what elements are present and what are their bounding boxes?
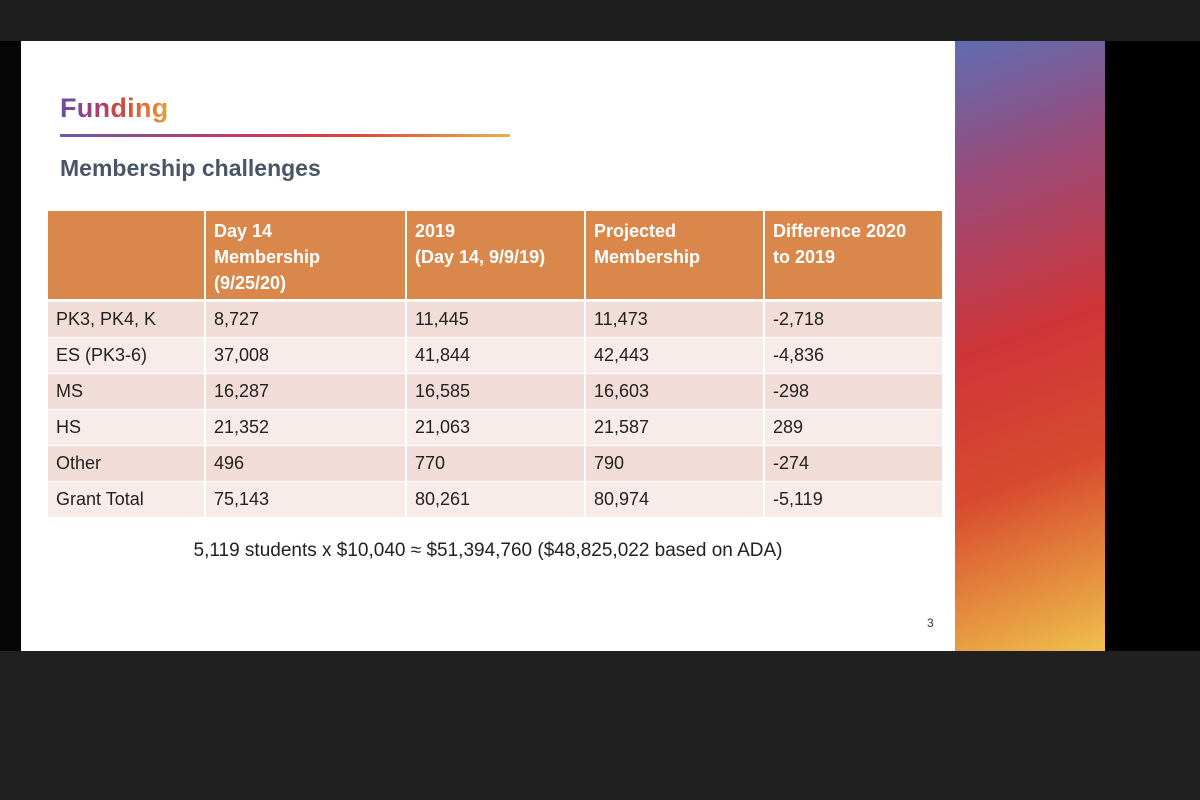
table-cell-category: PK3, PK4, K [48,300,206,338]
table-cell-difference: -2,718 [764,300,942,338]
table-cell-projected: 11,473 [585,300,765,338]
table-cell-projected: 21,587 [585,409,765,446]
header-cell-day14: Day 14 Membership (9/25/20) [205,211,407,301]
table-cell-day14: 496 [205,445,407,482]
window-left-band [0,41,21,651]
slide-subtitle: Membership challenges [60,155,321,181]
table-row: HS 21,352 21,063 21,587 289 [48,409,942,446]
table-cell-projected: 790 [585,445,765,482]
table-cell-day14: 37,008 [205,337,407,374]
table-cell-category: Other [48,445,206,482]
header-cell-2019: 2019 (Day 14, 9/9/19) [406,211,586,301]
table-row: Grant Total 75,143 80,261 80,974 -5,119 [48,481,942,517]
table-cell-year2019: 21,063 [406,409,586,446]
table-cell-year2019: 770 [406,445,586,482]
table-cell-difference: -298 [764,373,942,410]
header-cell-difference: Difference 2020 to 2019 [764,211,942,301]
table-row: PK3, PK4, K 8,727 11,445 11,473 -2,718 [48,300,942,338]
table-body: PK3, PK4, K 8,727 11,445 11,473 -2,718 ES (PK… [48,300,942,517]
decorative-gradient-bar [955,41,1105,651]
window-top-band [0,0,1200,41]
table-cell-day14: 16,287 [205,373,407,410]
presentation-slide: Funding Membership challenges Day 14 Memb… [21,41,1105,651]
table-row: ES (PK3-6) 37,008 41,844 42,443 -4,836 [48,337,942,374]
table-cell-year2019: 41,844 [406,337,586,374]
table-cell-difference: 289 [764,409,942,446]
window-right-band [1105,41,1200,651]
table-cell-category: ES (PK3-6) [48,337,206,374]
title-underline [60,134,510,137]
table-cell-projected: 42,443 [585,337,765,374]
window-bottom-band [0,651,1200,800]
table-cell-projected: 80,974 [585,481,765,517]
table-row: Other 496 770 790 -274 [48,445,942,482]
table-cell-category: HS [48,409,206,446]
table-cell-difference: -4,836 [764,337,942,374]
header-cell-projected: Projected Membership [585,211,765,301]
table-header-row: Day 14 Membership (9/25/20) 2019 (Day 14, 9… [48,211,942,301]
table-cell-day14: 8,727 [205,300,407,338]
table-cell-category: Grant Total [48,481,206,517]
funding-calculation-note: 5,119 students x $10,040 ≈ $51,394,760 (… [193,540,783,561]
table-cell-year2019: 16,585 [406,373,586,410]
header-cell-category [48,211,206,301]
table-cell-projected: 16,603 [585,373,765,410]
table-cell-category: MS [48,373,206,410]
table-cell-day14: 21,352 [205,409,407,446]
table-cell-year2019: 80,261 [406,481,586,517]
table-cell-difference: -274 [764,445,942,482]
slide-title: Funding [60,93,169,123]
slide-page-number: 3 [927,616,934,630]
table-cell-difference: -5,119 [764,481,942,517]
table-row: MS 16,287 16,585 16,603 -298 [48,373,942,410]
table-cell-day14: 75,143 [205,481,407,517]
membership-table: Day 14 Membership (9/25/20) 2019 (Day 14, 9… [48,211,942,517]
table-cell-year2019: 11,445 [406,300,586,338]
